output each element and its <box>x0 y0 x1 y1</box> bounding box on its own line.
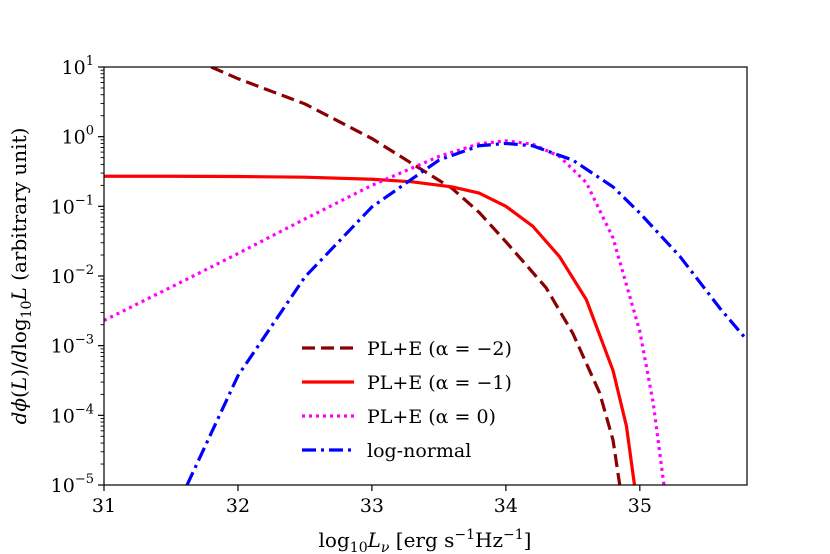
y-tick-label: 10−3 <box>51 333 94 358</box>
series-line-4 <box>185 141 747 485</box>
x-tick-label: 34 <box>494 495 518 517</box>
y-tick-label: 101 <box>62 54 94 79</box>
x-tick-label: 35 <box>628 495 652 517</box>
series-line-1 <box>210 67 622 485</box>
x-tick-label: 31 <box>92 495 116 517</box>
x-tick-label: 32 <box>226 495 250 517</box>
series-line-2 <box>104 174 637 485</box>
legend: PL+E (α = −2) PL+E (α = −1) PL+E (α = 0) lo… <box>302 338 512 462</box>
y-tick-label: 10−4 <box>51 402 94 427</box>
y-tick-label: 10−2 <box>51 263 94 288</box>
legend-label: PL+E (α = 0) <box>367 406 496 428</box>
series-line-3 <box>104 139 666 485</box>
y-tick-label: 10−1 <box>51 193 94 218</box>
series-layer <box>104 67 747 485</box>
x-axis-label: log10Lν [erg s−1Hz−1] <box>319 527 532 554</box>
y-tick-label: 100 <box>62 124 94 149</box>
legend-label: PL+E (α = −1) <box>367 372 512 394</box>
x-axis: 31 32 33 34 35 <box>92 485 652 517</box>
y-axis-label: dϕ(L)/dlog10L (arbitrary unit) <box>7 128 35 425</box>
legend-label: PL+E (α = −2) <box>367 338 512 360</box>
x-tick-label: 33 <box>360 495 384 517</box>
y-tick-label: 10−5 <box>51 472 94 497</box>
legend-label: log-normal <box>367 440 471 462</box>
y-axis: 101 100 10−1 10−2 10−3 10−4 10−5 <box>51 54 104 497</box>
